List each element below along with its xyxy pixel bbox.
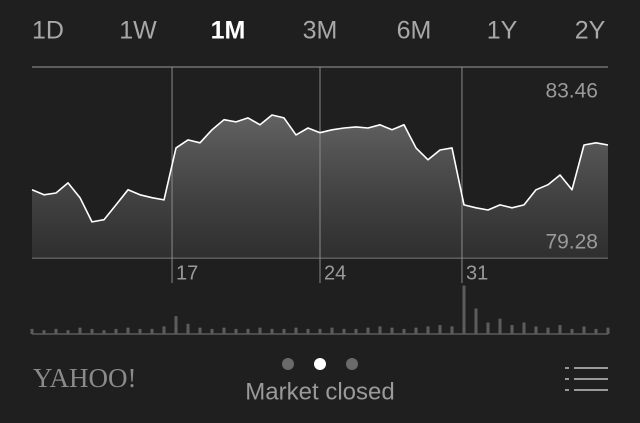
range-tab[interactable]: 2Y [575,17,606,45]
volume-bar [102,330,106,334]
brand-logo[interactable]: YAHOO! [33,363,137,393]
page-dot[interactable] [346,358,358,370]
volume-bar [294,327,298,334]
volume-bar [342,328,346,334]
volume-bar [594,328,598,334]
volume-bar [42,330,46,334]
volume-bar [378,326,382,334]
volume-bar [582,326,586,334]
range-tab[interactable]: 1Y [487,17,518,45]
volume-bar [66,330,70,334]
volume-bar [54,328,58,334]
volume-bar [510,325,514,334]
x-tick-label: 31 [466,262,488,284]
volume-bar [414,327,418,334]
volume-bar [462,285,466,334]
volume-bar [366,327,370,334]
x-tick-label: 17 [176,262,198,284]
range-tab[interactable]: 3M [303,17,338,45]
volume-bar [126,327,130,334]
volume-bar [534,326,538,334]
volume-bar [174,316,178,334]
volume-bar [438,325,442,334]
y-tick-label: 79.28 [545,230,598,253]
volume-bar [78,327,82,334]
volume-bar [138,328,142,334]
page-dot[interactable] [314,358,326,370]
volume-bar [558,325,562,334]
volume-bar [198,327,202,334]
volume-bar [318,328,322,334]
market-status: Market closed [245,378,394,405]
list-icon[interactable] [565,367,608,391]
range-tab[interactable]: 6M [397,17,432,45]
range-tab[interactable]: 1M [211,17,246,45]
price-line [31,114,609,223]
volume-bar [222,327,226,334]
volume-bar [258,327,262,334]
page-dot[interactable] [282,358,294,370]
volume-bar [402,328,406,334]
volume-bar [498,318,502,334]
volume-bar [390,327,394,334]
range-tab[interactable]: 1D [32,17,64,45]
volume-bar [114,328,118,334]
volume-bar [426,326,430,334]
volume-bar [474,308,478,334]
range-tab[interactable]: 1W [119,17,157,45]
volume-bar [546,327,550,334]
volume-bar [606,327,610,334]
volume-bar [90,328,94,334]
volume-bar [162,326,166,334]
x-tick-label: 24 [324,262,346,284]
volume-bar [210,328,214,334]
volume-bar [150,328,154,334]
volume-bar [486,322,490,334]
volume-bar [186,323,190,334]
volume-bar [354,328,358,334]
volume-bar [306,328,310,334]
volume-bar [330,327,334,334]
volume-bar [522,322,526,334]
volume-bar [234,328,238,334]
volume-bar [570,328,574,334]
volume-bar [450,326,454,334]
volume-bar [30,328,34,334]
volume-bar [282,328,286,334]
volume-bar [270,328,274,334]
volume-bar [246,328,250,334]
y-tick-label: 83.46 [545,79,598,102]
